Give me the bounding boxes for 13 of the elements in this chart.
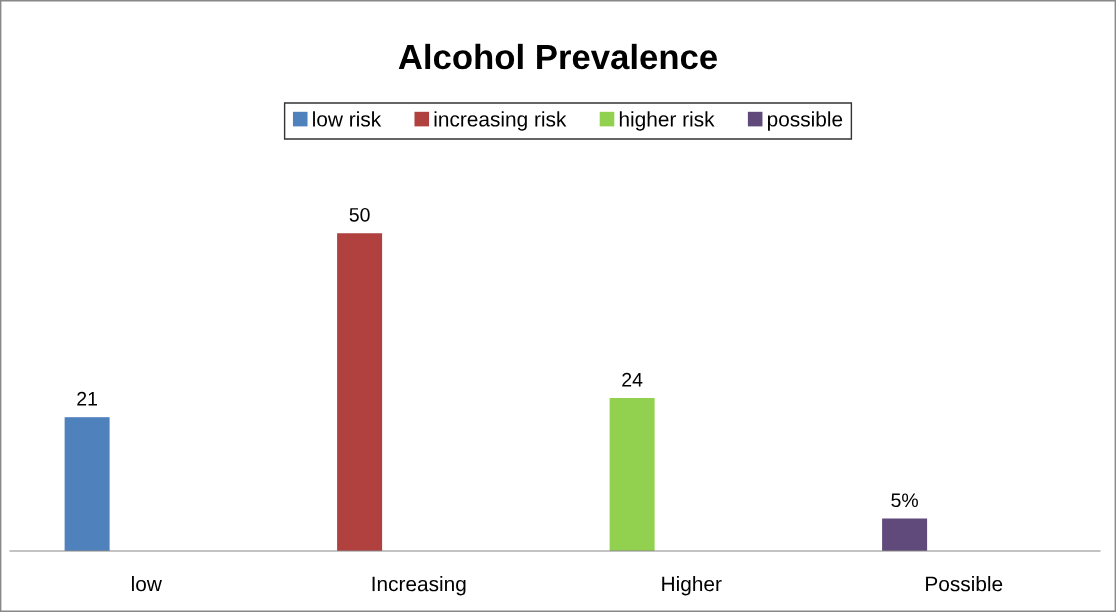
chart-title: Alcohol Prevalence xyxy=(398,43,717,70)
legend-label: increasing risk xyxy=(434,111,567,131)
legend-label: higher risk xyxy=(619,111,715,131)
legend-label: possible xyxy=(767,111,843,131)
data-label: 50 xyxy=(349,207,370,222)
legend-label: low risk xyxy=(313,111,382,127)
x-tick-label: Possible xyxy=(926,576,1003,592)
x-tick-label: low xyxy=(132,576,162,592)
data-label: 5% xyxy=(891,493,918,508)
x-tick-label: Higher xyxy=(662,576,722,596)
data-label: 21 xyxy=(77,391,97,406)
data-label: 24 xyxy=(622,372,643,387)
x-tick-label: Increasing xyxy=(372,576,466,596)
